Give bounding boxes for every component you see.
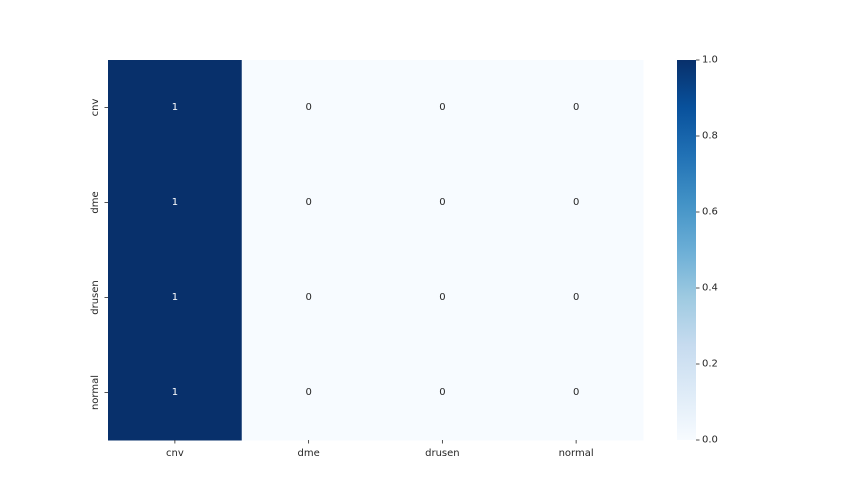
x-tick-label: normal <box>559 448 594 459</box>
y-tick-label: cnv <box>90 99 101 117</box>
cell-value-label: 0 <box>439 387 445 398</box>
heatmap-cell-cnv-dme <box>241 60 376 156</box>
cell-value-label: 0 <box>439 102 445 113</box>
cell-value-label: 1 <box>172 197 178 208</box>
heatmap-cell-cnv-cnv <box>108 60 243 156</box>
cell-value-label: 0 <box>305 387 311 398</box>
colorbar-tick-label: 0.4 <box>702 283 718 294</box>
heatmap-cell-drusen-cnv <box>108 250 243 346</box>
heatmap-cell-normal-dme <box>241 345 376 441</box>
y-tick-label: drusen <box>90 280 101 315</box>
heatmap-cell-dme-cnv <box>108 155 243 251</box>
heatmap-cell-dme-drusen <box>375 155 510 251</box>
cell-value-label: 0 <box>439 197 445 208</box>
heatmap-cell-dme-normal <box>509 155 644 251</box>
x-tick-label: dme <box>298 448 320 459</box>
heatmap-cell-drusen-drusen <box>375 250 510 346</box>
heatmap-cell-drusen-dme <box>241 250 376 346</box>
heatmap-cell-cnv-drusen <box>375 60 510 156</box>
y-tick-label: normal <box>90 375 101 410</box>
heatmap-cell-dme-dme <box>241 155 376 251</box>
colorbar-tick-label: 0.2 <box>702 359 718 370</box>
x-tick-label: cnv <box>166 448 184 459</box>
cell-value-label: 0 <box>573 387 579 398</box>
cell-value-label: 0 <box>305 102 311 113</box>
y-tick-label: dme <box>90 191 101 213</box>
colorbar-tick-label: 1.0 <box>702 55 718 66</box>
colorbar-gradient <box>677 60 696 440</box>
cell-value-label: 0 <box>439 292 445 303</box>
cell-value-label: 1 <box>172 387 178 398</box>
heatmap-cell-drusen-normal <box>509 250 644 346</box>
heatmap-cells <box>108 60 644 441</box>
heatmap-cell-normal-drusen <box>375 345 510 441</box>
colorbar-ticks: 0.0 0.2 0.4 0.6 0.8 1.0 <box>696 55 718 446</box>
cell-value-label: 0 <box>305 197 311 208</box>
cell-value-label: 0 <box>305 292 311 303</box>
cell-value-label: 0 <box>573 292 579 303</box>
heatmap-cell-normal-normal <box>509 345 644 441</box>
cell-value-label: 1 <box>172 102 178 113</box>
heatmap-annotations: 1 0 0 0 1 0 0 0 1 0 0 0 1 0 0 0 <box>172 102 580 398</box>
x-axis: cnv dme drusen normal <box>166 440 594 459</box>
colorbar <box>677 60 696 440</box>
y-axis: cnv dme drusen normal <box>90 99 108 410</box>
cell-value-label: 1 <box>172 292 178 303</box>
colorbar-tick-label: 0.8 <box>702 131 718 142</box>
colorbar-tick-label: 0.0 <box>702 435 718 446</box>
x-tick-label: drusen <box>425 448 460 459</box>
colorbar-tick-label: 0.6 <box>702 207 718 218</box>
cell-value-label: 0 <box>573 197 579 208</box>
heatmap-cell-normal-cnv <box>108 345 243 441</box>
cell-value-label: 0 <box>573 102 579 113</box>
heatmap-cell-cnv-normal <box>509 60 644 156</box>
